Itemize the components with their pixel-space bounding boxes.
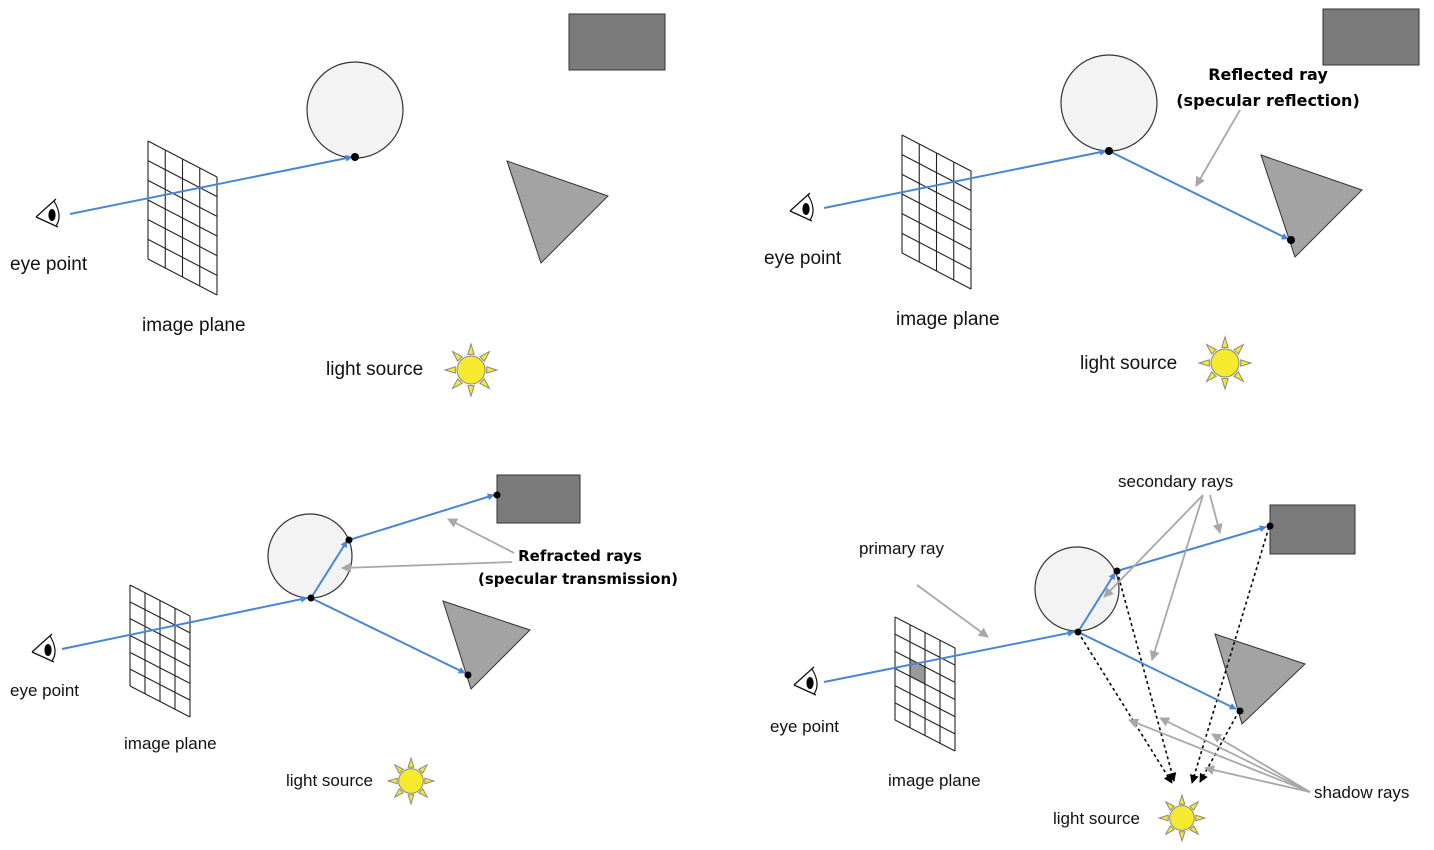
annotation-arrow (916, 584, 989, 638)
hit-point (351, 153, 359, 161)
light-source-label: light source (1080, 353, 1177, 374)
image-plane-grid (901, 134, 972, 290)
triangle-object (1260, 154, 1363, 258)
box-object (496, 474, 581, 524)
reflected-ray-label-sub: (specular reflection) (1176, 91, 1360, 110)
sphere-object (1060, 54, 1158, 152)
hit-point (1236, 707, 1244, 715)
image-plane-grid (894, 616, 956, 752)
refracted-ray-inside (1077, 572, 1116, 633)
eye-point-label: eye point (10, 681, 79, 700)
image-plane-grid (129, 584, 191, 718)
triangle-object (1214, 633, 1306, 725)
light-source-label: light source (326, 359, 423, 380)
hit-point (1105, 147, 1113, 155)
hit-point (1287, 236, 1295, 244)
image-plane-label: image plane (142, 315, 246, 336)
light-source-label: light source (1053, 809, 1140, 828)
panel-primary-ray: eye point image plane light source (10, 13, 666, 398)
hit-point (1266, 522, 1274, 530)
annotation-arrow (341, 561, 513, 573)
sun-icon (1157, 793, 1207, 843)
sun-icon (386, 756, 436, 806)
annotation-arrow (1211, 733, 1311, 793)
panel-reflection: eye point image plane light source Refle… (764, 8, 1420, 391)
hit-point (307, 594, 315, 602)
eye-icon (793, 666, 818, 696)
reflected-ray-label: Reflected ray (1208, 65, 1328, 84)
hit-point (493, 491, 501, 499)
hit-point (1074, 628, 1082, 636)
eye-icon (31, 633, 56, 663)
secondary-rays-label: secondary rays (1118, 472, 1233, 491)
hit-point (345, 536, 353, 544)
panel-refraction: eye point image plane light source Refra… (10, 474, 678, 806)
eye-icon (35, 198, 60, 228)
primary-ray (61, 595, 308, 650)
shadow-rays-label: shadow rays (1314, 783, 1409, 802)
annotation-arrow (447, 518, 515, 554)
reflected-ray (1108, 150, 1289, 240)
primary-ray-label: primary ray (859, 539, 945, 558)
triangle-object (506, 160, 609, 264)
annotation-arrow (1204, 765, 1311, 793)
triangle-object (442, 600, 531, 690)
annotation-arrow (1195, 109, 1241, 187)
image-plane-label: image plane (888, 771, 981, 790)
refracted-ray-inside (310, 540, 348, 599)
annotation-arrow (1209, 494, 1223, 534)
image-plane-label: image plane (896, 309, 1000, 330)
sphere-object (267, 513, 353, 599)
eye-point-label: eye point (10, 254, 88, 275)
eye-icon (789, 192, 814, 222)
refracted-ray-out (1116, 525, 1267, 572)
box-object (1269, 504, 1356, 555)
sun-icon (443, 342, 499, 398)
primary-ray (69, 154, 353, 215)
reflected-ray (310, 597, 466, 674)
panel-full-ray-tree: eye point image plane light source prima… (770, 472, 1409, 843)
annotation-arrow (1159, 717, 1311, 793)
sun-icon (1197, 335, 1253, 391)
eye-point-label: eye point (764, 248, 842, 269)
light-source-label: light source (286, 771, 373, 790)
box-object (1322, 8, 1420, 66)
hit-point (1113, 567, 1121, 575)
reflected-ray (1077, 631, 1237, 710)
image-plane-label: image plane (124, 734, 217, 753)
annotation-arrow (1149, 494, 1204, 661)
annotation-arrow (1103, 494, 1204, 598)
shadow-ray (1116, 570, 1177, 782)
sphere-object (1034, 546, 1120, 632)
primary-ray (823, 148, 1107, 209)
refracted-rays-label: Refracted rays (518, 547, 642, 565)
box-object (568, 13, 666, 71)
primary-ray (823, 629, 1075, 683)
sphere-object (306, 61, 404, 159)
image-plane-grid (147, 140, 218, 296)
refracted-rays-label-sub: (specular transmission) (478, 570, 678, 588)
eye-point-label: eye point (770, 717, 839, 736)
annotation-arrow (1128, 718, 1311, 793)
refracted-ray-out (348, 493, 495, 541)
hit-point (464, 671, 472, 679)
